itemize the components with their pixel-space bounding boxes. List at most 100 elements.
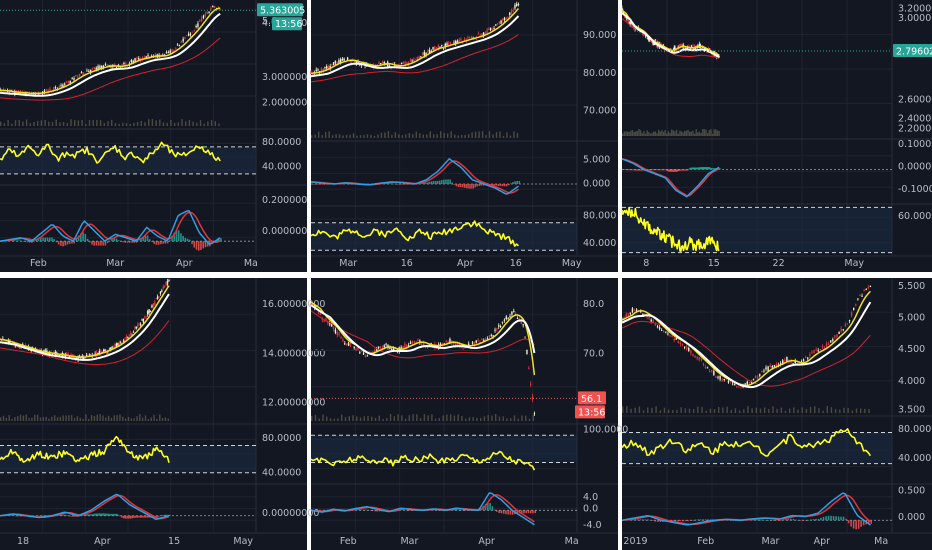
macd-histogram-bar <box>97 513 99 516</box>
macd-histogram-bar <box>177 230 180 242</box>
macd-histogram-bar <box>631 169 634 171</box>
candle-body <box>98 351 101 355</box>
candle-body <box>865 289 867 291</box>
candle-body <box>383 62 385 64</box>
candle-body <box>646 37 649 39</box>
candle-body <box>423 51 426 56</box>
volume-bar <box>48 418 50 421</box>
volume-bar <box>37 121 39 126</box>
candle-body <box>631 24 634 27</box>
macd-histogram-bar <box>13 240 15 242</box>
candle-body <box>388 65 391 67</box>
macd-histogram-bar <box>498 510 500 514</box>
candle-body <box>353 60 356 63</box>
macd-histogram-bar <box>817 518 820 521</box>
macd-histogram-bar <box>767 520 770 521</box>
candle-body <box>435 47 438 49</box>
macd-histogram-bar <box>668 169 670 172</box>
volume-bar <box>55 119 57 126</box>
volume-bar <box>321 134 323 138</box>
macd-histogram-bar <box>439 510 442 511</box>
macd-histogram-bar <box>672 169 674 172</box>
volume-bar <box>177 122 180 126</box>
candle-body <box>330 323 333 327</box>
macd-histogram-bar <box>119 515 122 517</box>
candle-body <box>439 343 442 346</box>
candle-body <box>627 19 629 21</box>
macd-histogram-bar <box>654 169 656 171</box>
macd-histogram-bar <box>438 180 441 184</box>
macd-histogram-bar <box>104 241 107 246</box>
candle-body <box>338 333 340 335</box>
macd-histogram-bar <box>835 516 837 521</box>
macd-histogram-bar <box>313 184 315 185</box>
macd-histogram-bar <box>100 241 102 246</box>
macd-histogram-bar <box>82 232 84 242</box>
macd-tick-label: 0.0 <box>583 504 598 515</box>
volume-bar <box>431 414 433 421</box>
volume-bar <box>647 407 649 413</box>
volume-bar <box>218 123 220 126</box>
volume-bar <box>442 415 444 421</box>
candle-body <box>6 340 8 344</box>
candle-body <box>754 376 757 379</box>
rsi-line <box>0 141 221 164</box>
volume-bar <box>77 120 80 126</box>
candle-body <box>704 366 707 368</box>
volume-bar <box>99 120 102 126</box>
volume-bar <box>366 134 369 138</box>
macd-histogram-bar <box>785 519 787 521</box>
macd-histogram-bar <box>682 169 685 171</box>
macd-histogram-bar <box>374 510 376 512</box>
volume-bar <box>113 415 115 421</box>
macd-histogram-bar <box>136 515 139 518</box>
macd-histogram-bar <box>623 169 626 170</box>
volume-bar <box>726 406 728 413</box>
macd-histogram-bar <box>516 180 518 184</box>
macd-histogram-bar <box>87 514 89 516</box>
candle-body <box>719 375 721 380</box>
volume-bar <box>62 415 64 421</box>
candle-body <box>807 357 809 359</box>
volume-bar <box>626 131 629 136</box>
candle-body <box>453 342 455 344</box>
volume-bar <box>133 418 135 421</box>
candle-body <box>804 357 807 359</box>
macd-histogram-bar <box>414 510 417 511</box>
candle-body <box>145 56 147 58</box>
candle-body <box>123 62 125 64</box>
macd-histogram-bar <box>114 513 116 516</box>
candle-body <box>492 335 494 337</box>
ma-white-line <box>0 12 221 97</box>
volume-bar <box>622 406 624 413</box>
volume-bar <box>156 418 158 421</box>
candle-body <box>416 56 419 61</box>
macd-histogram-bar <box>202 241 204 249</box>
candle-body <box>503 17 506 21</box>
candle-body <box>821 346 824 348</box>
macd-histogram-bar <box>90 514 93 516</box>
volume-bar <box>453 415 456 421</box>
macd-histogram-bar <box>64 514 67 516</box>
macd-histogram-bar <box>713 168 715 170</box>
time-axis-label: Feb <box>30 258 47 269</box>
macd-histogram-bar <box>131 515 134 519</box>
candle-body <box>505 18 507 20</box>
macd-histogram-bar <box>661 169 663 171</box>
macd-histogram-bar <box>146 515 149 518</box>
macd-histogram-bar <box>679 169 682 171</box>
candle-body <box>0 88 1 90</box>
macd-histogram-bar <box>667 169 669 172</box>
macd-histogram-bar <box>317 184 319 185</box>
macd-histogram-bar <box>652 169 655 171</box>
rsi-band <box>0 445 256 473</box>
macd-histogram-bar <box>664 169 666 171</box>
candle-body <box>510 10 513 14</box>
candle-body <box>325 66 328 69</box>
candle-body <box>147 55 149 57</box>
last-time-value: 13:56 <box>578 407 605 418</box>
volume-bar <box>684 408 687 413</box>
candle-body <box>496 328 498 331</box>
candle-body <box>379 347 382 349</box>
